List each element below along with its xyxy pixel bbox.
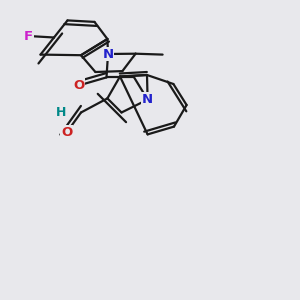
Text: F: F (24, 29, 33, 43)
Text: O: O (61, 126, 72, 139)
Text: O: O (73, 79, 84, 92)
Text: N: N (102, 47, 114, 61)
Text: H: H (56, 106, 67, 119)
Text: N: N (142, 93, 153, 106)
